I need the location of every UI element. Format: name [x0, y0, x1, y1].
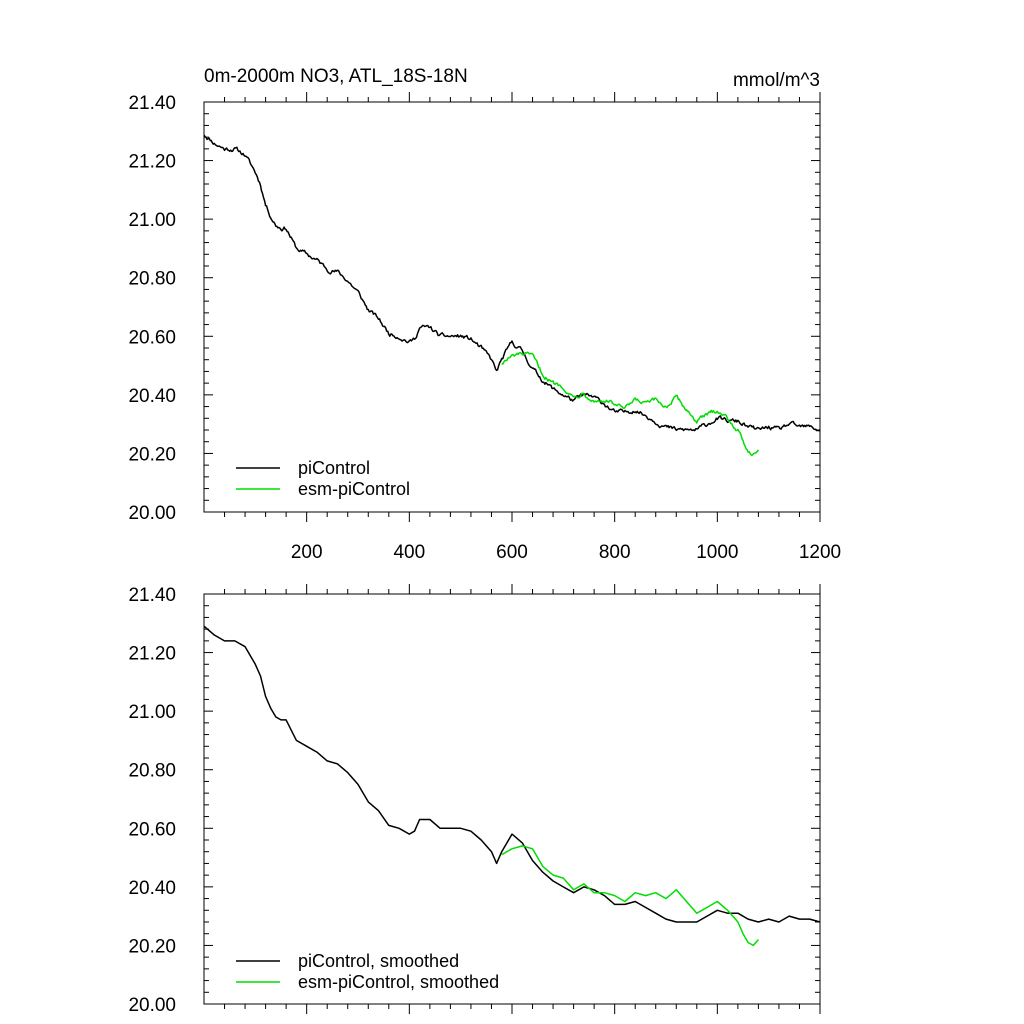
plot-frame	[203, 101, 821, 513]
y-tick-label: 20.80	[128, 761, 176, 782]
legend-label: esm-piControl	[298, 479, 410, 499]
x-tick-label: 200	[291, 542, 323, 563]
y-tick-label: 20.60	[128, 327, 176, 348]
series-line-picontrol-smoothed	[203, 625, 821, 923]
y-tick-label: 20.00	[128, 995, 176, 1016]
x-tick-label: 1200	[799, 542, 841, 563]
legend-label: piControl, smoothed	[298, 951, 459, 971]
y-tick-label: 21.20	[128, 644, 176, 665]
y-tick-label: 20.40	[128, 878, 176, 899]
y-tick-label: 21.40	[128, 93, 176, 114]
plot-frame	[203, 593, 821, 1005]
series-line-esm-picontrol	[501, 351, 760, 456]
y-tick-label: 20.20	[128, 936, 176, 957]
y-tick-label: 20.40	[128, 386, 176, 407]
units-label: mmol/m^3	[733, 70, 820, 91]
legend-label: piControl	[298, 458, 370, 478]
x-tick-label: 1000	[696, 542, 738, 563]
x-tick-label: 800	[599, 542, 631, 563]
x-tick-label: 600	[496, 542, 528, 563]
x-tick-label: 400	[393, 542, 425, 563]
series-line-picontrol	[203, 134, 821, 432]
legend-label: esm-piControl, smoothed	[298, 972, 499, 992]
y-tick-label: 21.00	[128, 702, 176, 723]
y-tick-label: 21.40	[128, 585, 176, 606]
y-tick-label: 20.80	[128, 269, 176, 290]
top-panel: 20.00 20.20 20.40 20.60 20.80 21.00 21.20 21.40…	[128, 92, 841, 563]
bottom-panel: 20.00 20.20 20.40 20.60 20.80 21.00 21.20 21.40…	[128, 584, 821, 1016]
chart-title: 0m-2000m NO3, ATL_18S-18N	[204, 66, 468, 87]
y-tick-label: 20.00	[128, 503, 176, 524]
y-tick-label: 21.00	[128, 210, 176, 231]
y-tick-label: 20.60	[128, 819, 176, 840]
y-tick-label: 20.20	[128, 444, 176, 465]
series-line-esm-picontrol-smoothed	[501, 845, 759, 947]
y-tick-label: 21.20	[128, 152, 176, 173]
